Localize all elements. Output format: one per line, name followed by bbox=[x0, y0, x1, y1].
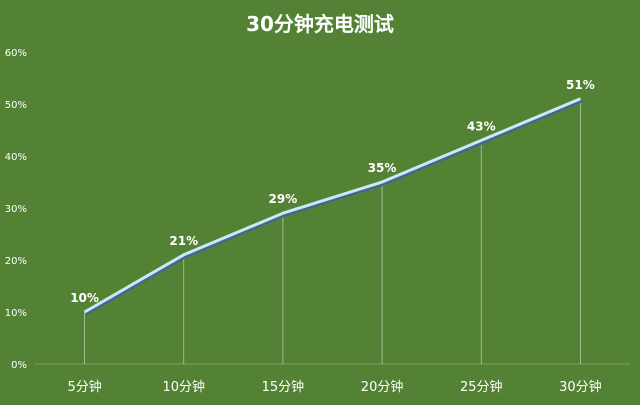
axis-layer: 0% 10% 20% 30% 40% 50% 60% 5分钟 10分钟 15分钟 20分钟 25分钟 3… bbox=[5, 48, 630, 395]
y-tick-label: 40% bbox=[5, 152, 27, 163]
x-tick-label: 15分钟 bbox=[262, 379, 305, 395]
y-tick-label: 20% bbox=[5, 256, 27, 267]
drop-lines bbox=[84, 98, 581, 364]
x-tick-label: 20分钟 bbox=[361, 379, 404, 395]
x-tick-label: 10分钟 bbox=[162, 379, 205, 395]
series-line-layer bbox=[83, 97, 583, 316]
x-tick-label: 30分钟 bbox=[559, 379, 602, 395]
y-tick-label: 60% bbox=[5, 48, 27, 59]
y-tick-label: 50% bbox=[5, 100, 27, 111]
y-tick-label: 10% bbox=[5, 308, 27, 319]
x-tick-label: 25分钟 bbox=[460, 379, 503, 395]
series-line bbox=[83, 97, 581, 314]
chart-title: 30分钟充电测试 bbox=[246, 12, 394, 36]
data-label: 43% bbox=[467, 119, 496, 133]
data-label: 51% bbox=[566, 78, 595, 92]
y-tick-label: 0% bbox=[11, 360, 27, 371]
x-tick-label: 5分钟 bbox=[67, 379, 101, 395]
data-label: 21% bbox=[169, 234, 198, 248]
data-label: 10% bbox=[70, 291, 99, 305]
data-label-layer: 10% 21% 29% 35% 43% 51% bbox=[70, 78, 595, 305]
series-line-shadow bbox=[85, 98, 583, 316]
data-label: 35% bbox=[368, 161, 397, 175]
data-label: 29% bbox=[269, 192, 298, 206]
y-tick-label: 30% bbox=[5, 204, 27, 215]
